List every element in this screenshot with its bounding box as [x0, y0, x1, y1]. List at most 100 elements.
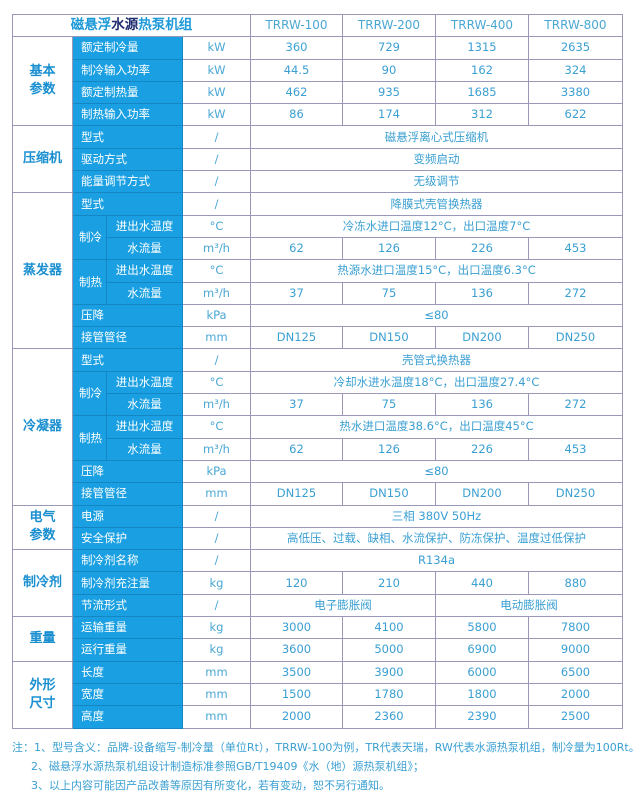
value-cell: 热源水进口温度15°C，出口温度6.3°C — [250, 259, 623, 283]
value-cell: 2500 — [528, 705, 623, 729]
param-label: 接管管径 — [72, 326, 183, 350]
value-cell: DN150 — [342, 326, 436, 350]
unit-cell: °C — [182, 415, 251, 439]
value-cell: 226 — [435, 437, 529, 461]
param-label: 型式 — [72, 348, 183, 372]
param-label: 型式 — [72, 125, 183, 149]
table-row: 制热输入功率 kW 86 174 312 622 — [13, 103, 623, 127]
value-cell: 3000 — [250, 616, 343, 640]
model-header: TRRW-200 — [342, 13, 436, 38]
param-label: 制热输入功率 — [72, 103, 183, 127]
spec-table: 磁悬浮水源热泵机组 TRRW-100 TRRW-200 TRRW-400 TRR… — [12, 13, 623, 729]
value-cell: 360 — [250, 36, 343, 60]
value-cell: 37 — [250, 281, 343, 305]
value-cell: 462 — [250, 80, 343, 105]
unit-cell: kW — [182, 36, 251, 60]
value-cell: 126 — [342, 437, 436, 461]
value-cell: 9000 — [528, 638, 623, 662]
param-label: 进出水温度 — [106, 370, 183, 395]
param-label: 长度 — [72, 660, 183, 684]
value-cell: 453 — [528, 437, 623, 461]
table-row: 制冷 进出水温度 °C 冷却水进水温度18°C，出口温度27.4°C — [13, 370, 623, 417]
unit-cell: / — [182, 192, 251, 216]
table-row: 节流形式 / 电子膨胀阀 电动膨胀阀 — [13, 593, 623, 618]
value-cell: 2390 — [435, 705, 529, 729]
value-cell: 3500 — [250, 660, 343, 684]
group-label: 外形 尺寸 — [12, 660, 73, 729]
table-row: 制冷输入功率 kW 44.5 90 162 324 — [13, 58, 623, 82]
unit-cell: kg — [182, 616, 251, 640]
value-cell: 44.5 — [250, 58, 343, 82]
value-cell: ≤80 — [250, 303, 623, 328]
value-cell: 62 — [250, 437, 343, 461]
table-row: 水流量 m³/h 62 126 226 453 — [13, 437, 623, 461]
unit-cell: °C — [182, 259, 251, 283]
table-row: 压缩机 型式 / 磁悬浮离心式压缩机 — [12, 125, 623, 194]
value-cell: 136 — [435, 281, 529, 305]
table-row: 冷凝器 型式 / 壳管式换热器 — [12, 348, 623, 506]
value-cell: 37 — [250, 393, 343, 417]
value-cell: 174 — [342, 103, 436, 127]
table-row: 水流量 m³/h 37 75 136 272 — [13, 393, 623, 417]
param-label: 压降 — [72, 303, 183, 328]
group-label: 蒸发器 — [12, 192, 73, 350]
unit-cell: kW — [182, 103, 251, 127]
table-row: 制冷剂 制冷剂名称 / R134a — [12, 549, 623, 618]
unit-cell: / — [182, 549, 251, 573]
unit-cell: mm — [182, 482, 251, 506]
table-row: 宽度 mm 1500 1780 1800 2000 — [13, 682, 623, 707]
unit-cell: m³/h — [182, 236, 251, 261]
param-label: 制冷输入功率 — [72, 58, 183, 82]
param-label: 型式 — [72, 192, 183, 216]
param-label: 安全保护 — [72, 526, 183, 551]
value-cell: 冷冻水进口温度12°C，出口温度7°C — [250, 214, 623, 238]
model-header: TRRW-400 — [435, 13, 529, 38]
value-cell: 4100 — [342, 616, 436, 640]
param-label: 水流量 — [106, 437, 183, 461]
value-cell: 6900 — [435, 638, 529, 662]
param-label: 运输重量 — [72, 616, 183, 640]
value-cell: 三相 380V 50Hz — [250, 504, 623, 528]
table-row: 蒸发器 型式 / 降膜式壳管换热器 — [12, 192, 623, 350]
table-row: 水流量 m³/h 62 126 226 453 — [13, 236, 623, 261]
value-cell: 453 — [528, 236, 623, 261]
table-row: 制热 进出水温度 °C 热水进口温度38.6°C，出口温度45°C — [13, 415, 623, 461]
value-cell: 86 — [250, 103, 343, 127]
notes: 注：1、型号含义：品牌-设备缩写-制冷量（单位Rt），TRRW-100为例，TR… — [12, 738, 637, 795]
param-label: 制冷剂充注量 — [72, 571, 183, 595]
title-part: 热泵机组 — [138, 17, 193, 34]
table-row: 驱动方式 / 变频启动 — [13, 147, 623, 172]
value-cell: 高低压、过载、缺相、水流保护、防冻保护、温度过低保护 — [250, 526, 623, 551]
title-part: 磁悬浮 — [70, 17, 112, 34]
value-cell: 7800 — [528, 616, 623, 640]
table-row: 制热 进出水温度 °C 热源水进口温度15°C，出口温度6.3°C — [13, 259, 623, 305]
param-label: 进出水温度 — [106, 259, 183, 283]
value-cell: 62 — [250, 236, 343, 261]
param-label: 额定制冷量 — [72, 36, 183, 60]
unit-cell: mm — [182, 705, 251, 729]
unit-cell: kW — [182, 80, 251, 105]
value-cell: 226 — [435, 236, 529, 261]
unit-cell: kg — [182, 571, 251, 595]
param-label: 电源 — [72, 504, 183, 528]
value-cell: 2360 — [342, 705, 436, 729]
value-cell: 210 — [342, 571, 436, 595]
value-cell: 935 — [342, 80, 436, 105]
value-cell: 324 — [528, 58, 623, 82]
unit-cell: kPa — [182, 303, 251, 328]
table-row: 基本 参数 额定制冷量 kW 360 729 1315 2635 — [12, 36, 623, 127]
table-row: 制冷剂充注量 kg 120 210 440 880 — [13, 571, 623, 595]
group-label: 基本 参数 — [12, 36, 73, 127]
subgroup-label: 制热 — [72, 259, 107, 305]
table-row: 压降 kPa ≤80 — [13, 459, 623, 484]
table-row: 制冷 进出水温度 °C 冷冻水进口温度12°C，出口温度7°C — [13, 214, 623, 261]
title-highlight: 水源 — [111, 17, 139, 34]
param-label: 宽度 — [72, 682, 183, 707]
param-label: 压降 — [72, 459, 183, 484]
value-cell: 622 — [528, 103, 623, 127]
value-cell: 6000 — [435, 660, 529, 684]
value-cell: 729 — [342, 36, 436, 60]
unit-cell: m³/h — [182, 437, 251, 461]
table-row: 运行重量 kg 3600 5000 6900 9000 — [13, 638, 623, 662]
value-cell: 5800 — [435, 616, 529, 640]
